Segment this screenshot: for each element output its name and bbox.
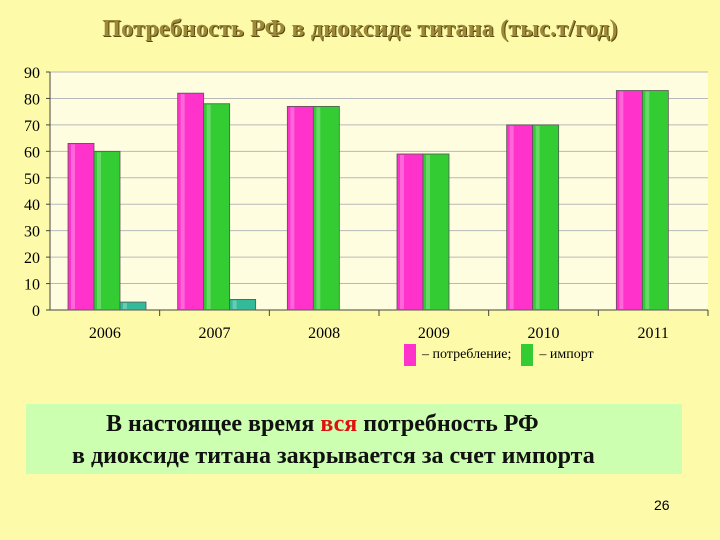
bar-import xyxy=(93,150,121,311)
y-tick-label: 40 xyxy=(24,197,40,214)
bar-highlight xyxy=(645,91,650,309)
bar-highlight xyxy=(232,300,237,309)
x-tick-label: 2007 xyxy=(199,325,231,340)
bar-highlight xyxy=(123,303,127,309)
legend-swatch-import xyxy=(521,344,534,366)
legend-label-consumption: – потребление; xyxy=(422,347,512,362)
bar-highlight xyxy=(400,154,404,309)
bar-highlight xyxy=(509,125,514,309)
y-tick-label: 50 xyxy=(24,171,40,188)
bar-highlight xyxy=(426,154,430,309)
plot-area xyxy=(50,72,708,310)
bar-highlight xyxy=(535,125,540,309)
bar-consumption xyxy=(615,90,643,311)
legend-label-import: – импорт xyxy=(539,347,594,362)
y-tick-label: 0 xyxy=(32,303,40,320)
chart-legend: – потребление; – импорт xyxy=(404,344,594,366)
bar-import xyxy=(641,90,669,311)
bar-highlight xyxy=(619,91,624,309)
bar-highlight xyxy=(180,94,185,310)
x-tick-label: 2006 xyxy=(89,325,121,340)
bar-chart: 0 10 20 30 40 50 60 70 80 90 2006 2007 2008 2009 2010 2… xyxy=(24,65,709,340)
y-tick-label: 60 xyxy=(24,144,40,161)
conclusion-box: В настоящее время вся потребность РФ в д… xyxy=(26,404,682,474)
page-title: Потребность РФ в диоксиде титана (тыс.т/… xyxy=(102,16,618,42)
y-tick-label: 70 xyxy=(24,118,40,135)
x-tick-label: 2009 xyxy=(418,325,450,340)
bar-highlight xyxy=(206,104,211,309)
bar-import xyxy=(312,105,340,311)
bar-consumption xyxy=(506,124,534,311)
conclusion-line-2: в диоксиде титана закрывается за счет им… xyxy=(72,443,595,469)
conclusion-line-1: В настоящее время вся потребность РФ xyxy=(106,411,539,438)
bar-highlight xyxy=(71,144,75,309)
y-tick-label: 20 xyxy=(24,250,40,267)
x-tick-label: 2008 xyxy=(308,325,340,340)
x-tick-label: 2011 xyxy=(637,325,668,340)
conclusion-text: В настоящее время xyxy=(106,411,321,437)
bar-other xyxy=(119,301,147,311)
bar-consumption xyxy=(67,142,95,311)
bar-import xyxy=(203,103,231,311)
legend-swatch-consumption xyxy=(404,344,416,366)
conclusion-highlight: вся xyxy=(320,411,358,437)
y-tick-label: 10 xyxy=(24,277,40,294)
y-tick-label: 90 xyxy=(24,65,40,82)
bar-import xyxy=(422,153,450,311)
bar-highlight xyxy=(316,107,321,309)
conclusion-text: потребность РФ xyxy=(357,411,539,437)
bar-other xyxy=(229,299,257,311)
page-number: 26 xyxy=(654,497,670,513)
x-tick-label: 2010 xyxy=(528,325,560,340)
y-tick-label: 30 xyxy=(24,224,40,241)
bar-highlight xyxy=(290,107,295,309)
bar-import xyxy=(532,124,560,311)
bar-consumption xyxy=(396,153,424,311)
bar-highlight xyxy=(97,152,101,309)
y-tick-label: 80 xyxy=(24,91,40,108)
